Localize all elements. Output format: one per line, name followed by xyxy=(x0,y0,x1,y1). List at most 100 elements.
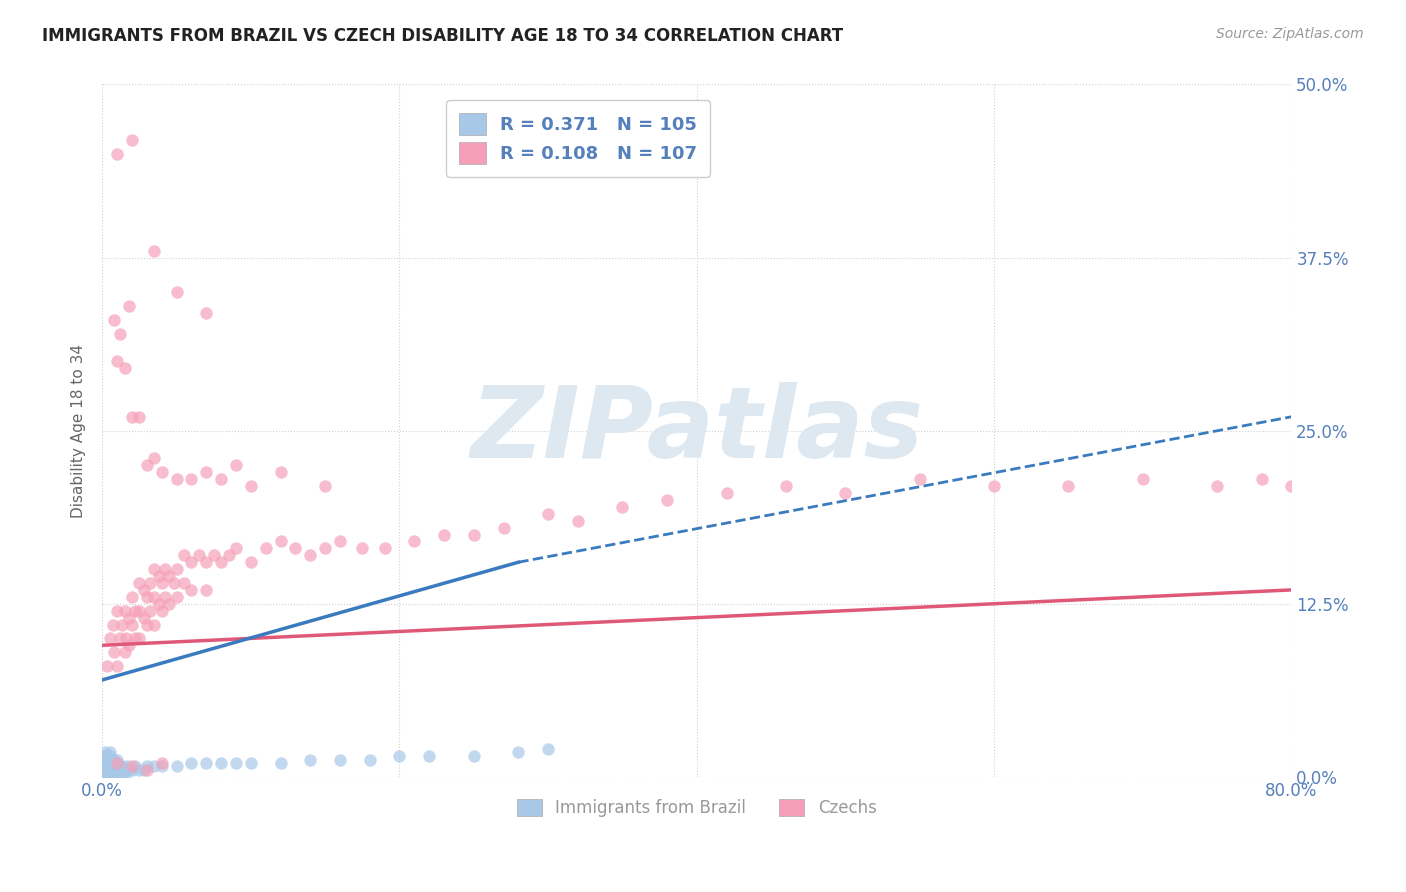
Point xyxy=(166,759,188,773)
Y-axis label: Disability Age 18 to 34: Disability Age 18 to 34 xyxy=(72,343,86,517)
Point xyxy=(96,770,118,784)
Point xyxy=(108,632,131,646)
Point xyxy=(270,756,292,770)
Point xyxy=(418,749,440,764)
Point xyxy=(100,770,122,784)
Point xyxy=(124,604,146,618)
Point xyxy=(148,569,170,583)
Point xyxy=(100,756,122,770)
Point xyxy=(103,759,125,773)
Point xyxy=(983,479,1005,493)
Point xyxy=(128,632,150,646)
Point xyxy=(104,770,127,784)
Point xyxy=(121,133,143,147)
Point xyxy=(153,562,176,576)
Point xyxy=(148,597,170,611)
Point xyxy=(94,770,117,784)
Point xyxy=(195,465,218,479)
Point xyxy=(128,763,150,777)
Point xyxy=(128,576,150,591)
Point xyxy=(93,759,115,773)
Point xyxy=(166,472,188,486)
Point xyxy=(143,759,166,773)
Point xyxy=(180,756,202,770)
Point xyxy=(173,576,195,591)
Point xyxy=(101,759,124,773)
Point xyxy=(1279,479,1302,493)
Point xyxy=(239,756,262,770)
Point xyxy=(96,765,118,780)
Point xyxy=(100,763,122,777)
Point xyxy=(96,770,118,784)
Point xyxy=(299,549,322,563)
Point xyxy=(93,756,115,770)
Point xyxy=(314,541,336,556)
Point xyxy=(100,753,122,767)
Point xyxy=(1132,472,1154,486)
Point xyxy=(115,763,138,777)
Point xyxy=(105,756,128,770)
Point xyxy=(110,759,132,773)
Point xyxy=(96,759,118,773)
Point xyxy=(103,753,125,767)
Point xyxy=(105,146,128,161)
Point xyxy=(97,770,120,784)
Point xyxy=(100,765,122,780)
Point xyxy=(716,486,738,500)
Point xyxy=(97,749,120,764)
Point xyxy=(98,759,121,773)
Point xyxy=(101,756,124,770)
Point xyxy=(121,590,143,604)
Point xyxy=(124,759,146,773)
Point xyxy=(108,759,131,773)
Point xyxy=(567,514,589,528)
Point xyxy=(104,763,127,777)
Point xyxy=(239,479,262,493)
Point xyxy=(118,638,141,652)
Point xyxy=(110,763,132,777)
Point xyxy=(153,590,176,604)
Point xyxy=(135,759,157,773)
Point xyxy=(104,759,127,773)
Point xyxy=(173,549,195,563)
Point xyxy=(314,479,336,493)
Point xyxy=(254,541,277,556)
Point xyxy=(97,763,120,777)
Point xyxy=(118,763,141,777)
Point xyxy=(284,541,307,556)
Point xyxy=(105,753,128,767)
Point xyxy=(195,756,218,770)
Point xyxy=(166,562,188,576)
Point xyxy=(150,756,173,770)
Point xyxy=(132,763,155,777)
Point xyxy=(329,534,352,549)
Point xyxy=(97,756,120,770)
Point xyxy=(98,753,121,767)
Point xyxy=(98,756,121,770)
Point xyxy=(225,541,247,556)
Point xyxy=(103,756,125,770)
Point xyxy=(209,555,232,569)
Point xyxy=(94,759,117,773)
Point xyxy=(166,590,188,604)
Point xyxy=(150,576,173,591)
Point xyxy=(209,756,232,770)
Point xyxy=(180,582,202,597)
Point xyxy=(97,753,120,767)
Point xyxy=(111,763,134,777)
Point xyxy=(114,604,136,618)
Point xyxy=(834,486,856,500)
Point xyxy=(96,756,118,770)
Point xyxy=(537,507,560,521)
Point xyxy=(93,753,115,767)
Point xyxy=(103,763,125,777)
Point xyxy=(121,759,143,773)
Point xyxy=(139,576,162,591)
Point xyxy=(104,756,127,770)
Point xyxy=(100,759,122,773)
Point xyxy=(180,555,202,569)
Point xyxy=(537,742,560,756)
Point xyxy=(105,763,128,777)
Point xyxy=(218,549,240,563)
Point xyxy=(93,760,115,774)
